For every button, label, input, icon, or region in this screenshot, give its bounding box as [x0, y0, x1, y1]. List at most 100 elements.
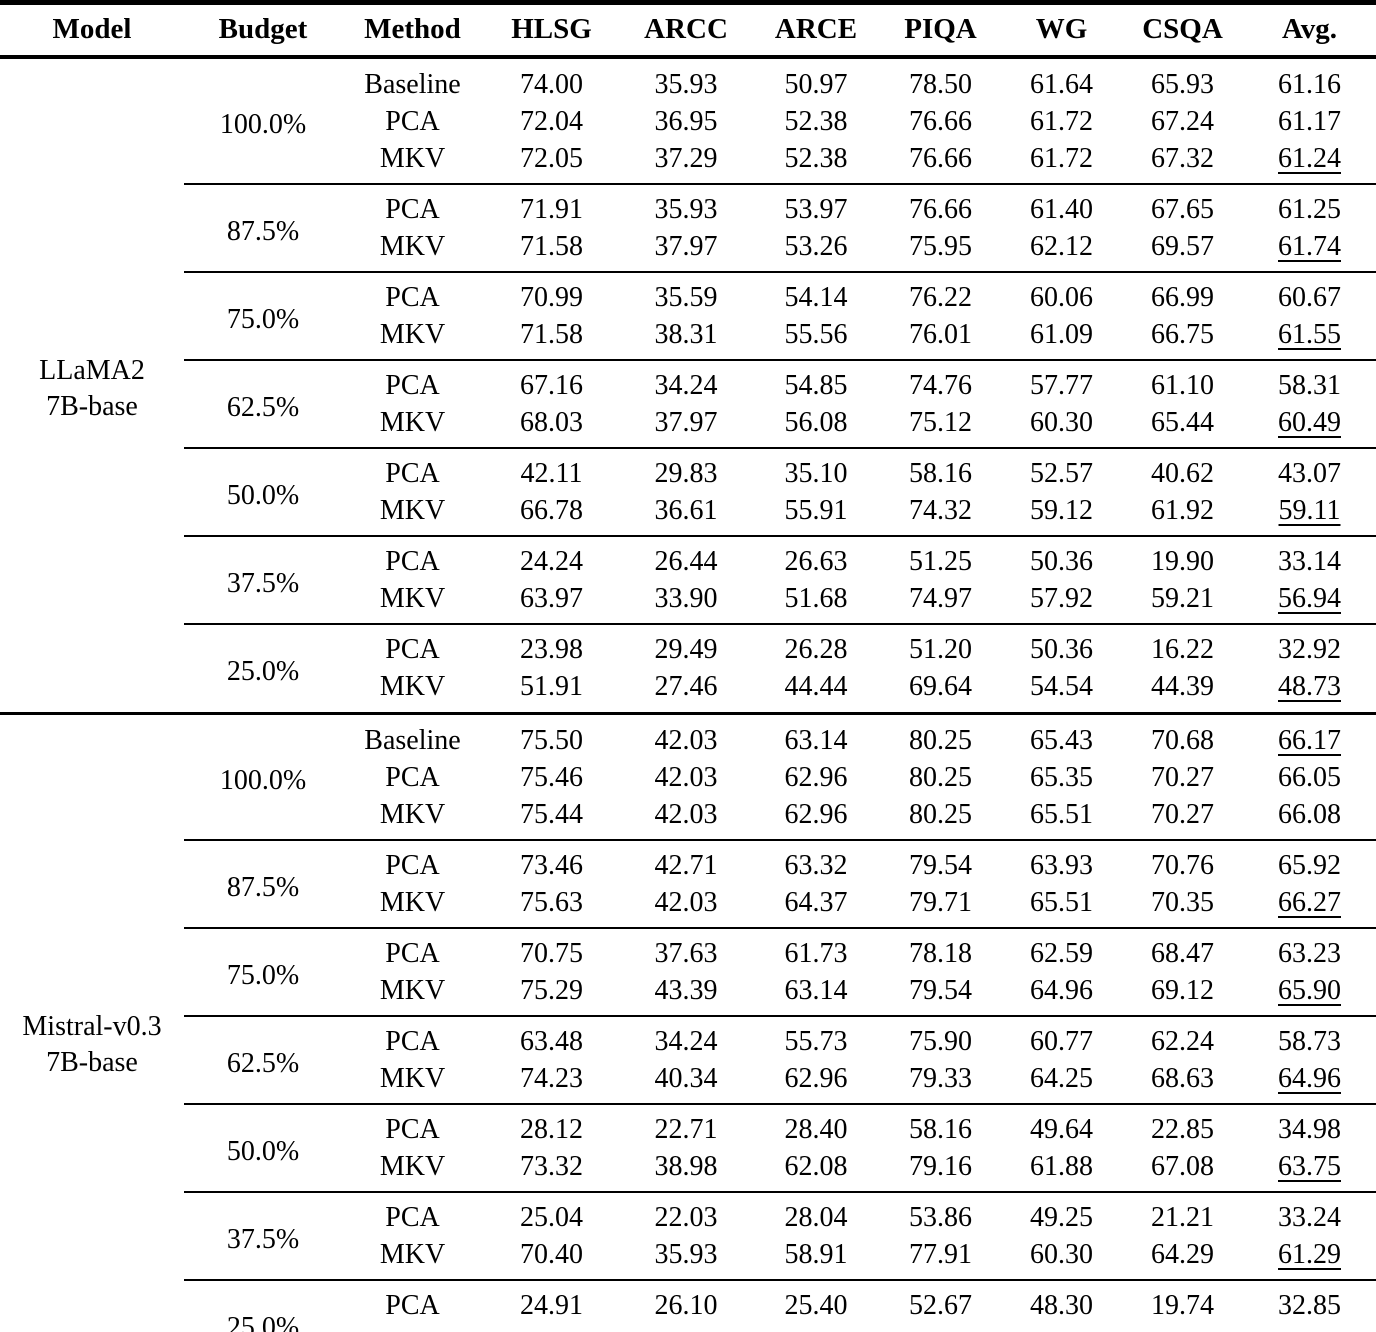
- table-row: 62.5% PCA 63.48 34.24 55.73 75.90 60.77 62.24 58…: [0, 1015, 1376, 1104]
- score-cell: 67.16: [483, 359, 620, 404]
- table-row: 25.0% PCA 24.91 26.10 25.40 52.67 48.30 19.74 32…: [0, 1279, 1376, 1332]
- budget-cell: 25.0%: [184, 1279, 342, 1332]
- method-cell: PCA: [342, 271, 483, 316]
- method-cell: PCA: [342, 1015, 483, 1060]
- method-cell: MKV: [379, 231, 446, 262]
- model-cell: Mistral-v0.3 7B-base: [0, 714, 184, 1332]
- avg-cell: 56.94: [1243, 580, 1376, 624]
- avg-value: 33.14: [1278, 546, 1341, 577]
- score-cell: 65.51: [1030, 887, 1093, 918]
- score-cell: 71.58: [520, 319, 583, 350]
- score-cell: 80.25: [909, 725, 972, 756]
- table-row: MKV 75.29 43.39 63.14 79.54 64.96 69.12 65.90: [0, 972, 1376, 1016]
- score-cell: 71.58: [520, 231, 583, 262]
- avg-value: 66.05: [1278, 762, 1341, 793]
- score-cell: 69.64: [909, 671, 972, 702]
- avg-value-underlined: 61.74: [1278, 231, 1341, 262]
- model-cell: LLaMA2 7B-base: [0, 57, 184, 714]
- table-row: 37.5% PCA 24.24 26.44 26.63 51.25 50.36 19.90 33…: [0, 535, 1376, 624]
- table-row: Mistral-v0.3 7B-base 100.0% Baseline 75.50 42…: [0, 714, 1376, 1078]
- method-cell: MKV: [379, 1063, 446, 1094]
- score-cell: 48.30: [1001, 1279, 1122, 1324]
- table-row: LLaMA2 7B-base 100.0% Baseline 74.00 35.93 50.…: [0, 57, 1376, 422]
- score-cell: 65.43: [1030, 725, 1093, 756]
- avg-cell: 65.90: [1243, 972, 1376, 1016]
- avg-value-underlined: 61.24: [1278, 143, 1341, 174]
- avg-cell: 32.85: [1243, 1279, 1376, 1324]
- table-row: PCA 75.46 42.03 62.96 80.25 65.35 70.27 66.05: [0, 759, 1376, 796]
- score-cell: 60.77: [1001, 1015, 1122, 1060]
- score-cell: 76.66: [880, 183, 1001, 228]
- score-cell: 29.49: [620, 623, 752, 668]
- avg-value-underlined: 64.96: [1278, 1063, 1341, 1094]
- avg-cell: 43.07: [1243, 447, 1376, 492]
- score-cell: 51.25: [880, 535, 1001, 580]
- col-header-arce: ARCE: [752, 2, 880, 59]
- table-row: 62.5% PCA 67.16 34.24 54.85 74.76 57.77 61.10 58…: [0, 359, 1376, 448]
- score-cell: 61.10: [1122, 359, 1243, 404]
- score-cell: 62.12: [1030, 231, 1093, 262]
- avg-cell: 63.75: [1243, 1148, 1376, 1192]
- score-cell: 60.30: [1030, 407, 1093, 438]
- method-cell: PCA: [342, 447, 483, 492]
- score-cell: 80.25: [909, 799, 972, 830]
- score-cell: 36.95: [654, 106, 718, 137]
- method-cell: MKV: [379, 1151, 446, 1182]
- score-cell: 74.23: [520, 1063, 583, 1094]
- score-cell: 54.85: [752, 359, 880, 404]
- budget-cell: 37.5%: [184, 1191, 342, 1280]
- avg-cell: 61.16: [1243, 57, 1376, 103]
- col-header-hlsg: HLSG: [483, 2, 620, 59]
- score-cell: 19.74: [1122, 1279, 1243, 1324]
- budget-cell: 75.0%: [184, 927, 342, 1016]
- method-cell: MKV: [379, 1239, 446, 1270]
- score-cell: 33.90: [654, 583, 718, 614]
- avg-cell: 66.08: [1243, 796, 1376, 840]
- score-cell: 52.38: [784, 106, 848, 137]
- score-cell: 50.36: [1001, 623, 1122, 668]
- budget-cell: 62.5%: [184, 1015, 342, 1104]
- avg-value-underlined: 61.29: [1278, 1239, 1341, 1270]
- score-cell: 42.71: [620, 839, 752, 884]
- score-cell: 61.92: [1151, 495, 1214, 526]
- avg-cell: 48.73: [1243, 668, 1376, 714]
- score-cell: 80.25: [909, 762, 972, 793]
- score-cell: 60.30: [1030, 1239, 1093, 1270]
- score-cell: 73.83: [880, 1324, 1001, 1332]
- score-cell: 75.46: [520, 762, 583, 793]
- score-cell: 68.47: [1122, 927, 1243, 972]
- method-cell: PCA: [342, 623, 483, 668]
- score-cell: 79.54: [909, 975, 972, 1006]
- score-cell: 62.08: [784, 1151, 848, 1182]
- score-cell: 65.35: [1030, 762, 1093, 793]
- avg-cell: 61.17: [1243, 103, 1376, 140]
- avg-value-underlined: 63.75: [1278, 1151, 1341, 1182]
- score-cell: 44.44: [784, 671, 848, 702]
- score-cell: 43.39: [654, 975, 718, 1006]
- score-cell: 79.16: [909, 1151, 972, 1182]
- score-cell: 22.85: [1122, 1103, 1243, 1148]
- score-cell: 22.03: [620, 1191, 752, 1236]
- avg-cell: 32.92: [1243, 623, 1376, 668]
- score-cell: 75.90: [880, 1015, 1001, 1060]
- method-cell: PCA: [342, 535, 483, 580]
- score-cell: 42.03: [654, 762, 718, 793]
- method-cell: MKV: [379, 407, 446, 438]
- col-header-arcc: ARCC: [620, 2, 752, 59]
- model-section: Mistral-v0.3 7B-base 100.0% Baseline 75.50 42…: [0, 713, 1376, 1332]
- avg-value-underlined: 60.49: [1278, 407, 1341, 438]
- score-cell: 72.05: [520, 143, 583, 174]
- score-cell: 34.24: [620, 359, 752, 404]
- score-cell: 28.04: [752, 1191, 880, 1236]
- score-cell: 37.29: [654, 143, 718, 174]
- avg-cell: 33.24: [1243, 1191, 1376, 1236]
- table-header: Model Budget Method HLSG ARCC ARCE PIQA WG CSQA A…: [0, 2, 1376, 59]
- score-cell: 29.83: [620, 447, 752, 492]
- score-cell: 61.64: [1030, 69, 1093, 100]
- table-row: MKV 73.32 38.98 62.08 79.16 61.88 67.08 63.75: [0, 1148, 1376, 1192]
- score-cell: 61.09: [1030, 319, 1093, 350]
- budget-cell: 62.5%: [184, 359, 342, 448]
- avg-value: 61.16: [1278, 69, 1341, 100]
- score-cell: 66.99: [1122, 271, 1243, 316]
- score-cell: 68.03: [520, 407, 583, 438]
